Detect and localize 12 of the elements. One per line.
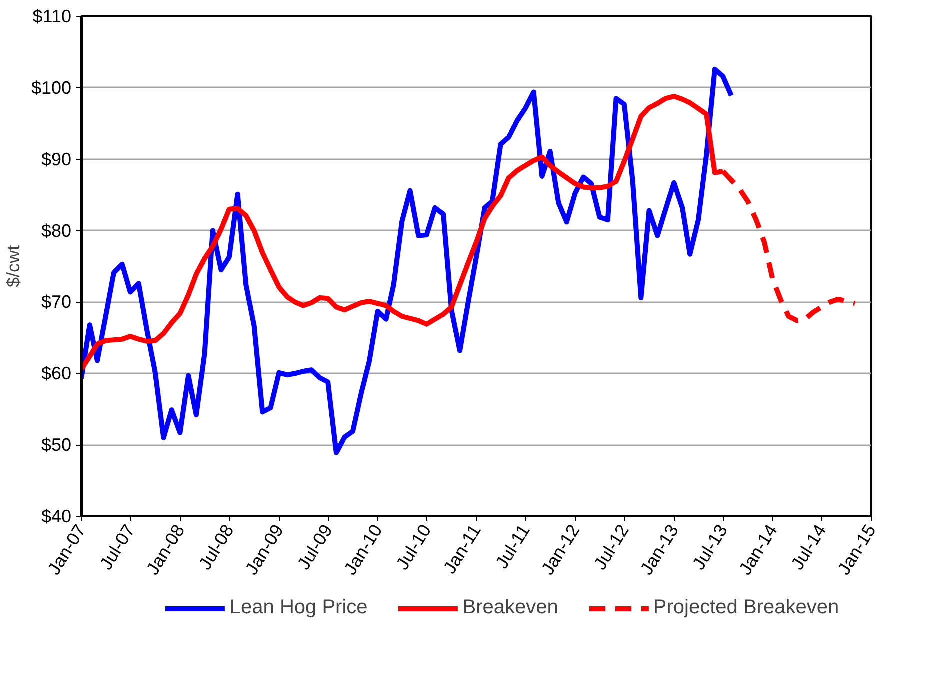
legend-label: Lean Hog Price xyxy=(230,596,368,620)
y-tick-label: $70 xyxy=(41,292,72,312)
legend-label: Projected Breakeven xyxy=(653,596,840,620)
y-axis-title: $/cwt xyxy=(3,245,24,288)
y-tick-label: $40 xyxy=(41,506,72,526)
y-tick-label: $60 xyxy=(41,364,72,384)
y-tick-label: $80 xyxy=(41,220,72,241)
y-tick-label: $90 xyxy=(41,149,72,170)
legend-label: Breakeven xyxy=(462,596,558,620)
y-tick-label: $110 xyxy=(32,6,72,26)
y-tick-label: $100 xyxy=(31,78,72,98)
y-tick-label: $50 xyxy=(41,435,72,456)
